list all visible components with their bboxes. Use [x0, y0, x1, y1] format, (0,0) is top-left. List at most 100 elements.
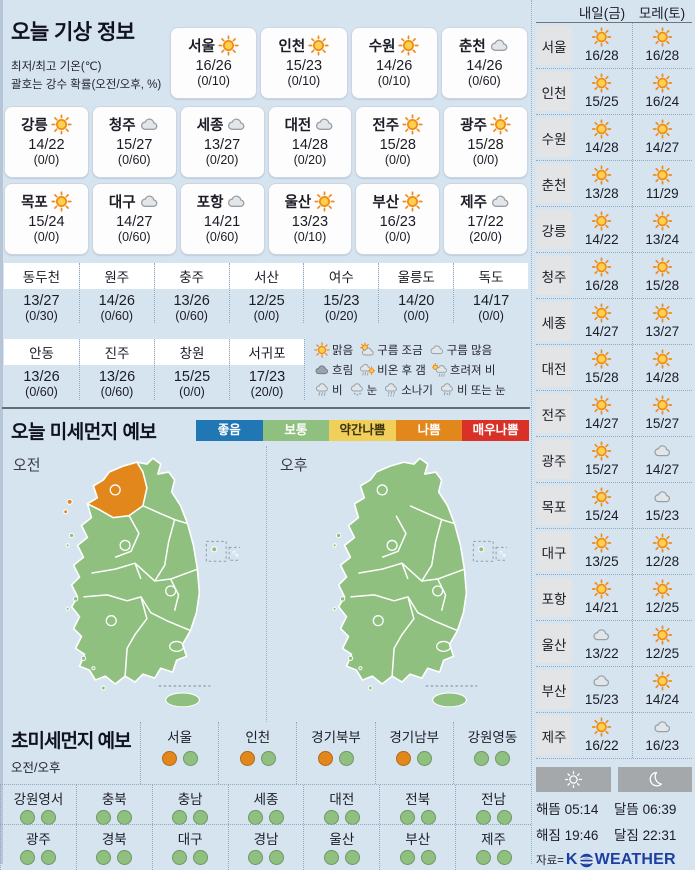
- legend-label: 눈: [367, 382, 378, 398]
- city-temp: 12/25: [230, 293, 304, 309]
- legend-label: 구름 많음: [447, 342, 493, 358]
- forecast-city-label: 춘천: [536, 164, 572, 203]
- table-cell: 서산 12/25 (0/0): [229, 263, 304, 323]
- am-dust-dot: [96, 850, 111, 865]
- forecast-day1-temp: 15/27: [572, 462, 632, 477]
- city-name: 대전: [285, 114, 312, 135]
- korea-map-am-graphic: [32, 450, 240, 718]
- city-name: 부산: [372, 191, 399, 212]
- city-temp: 14/17: [454, 293, 528, 309]
- region-name: 대구: [153, 828, 228, 848]
- data-source: 자료= K WEATHER: [536, 851, 692, 869]
- forecast-day2-temp: 16/28: [633, 48, 693, 63]
- table-cell: 여수 15/23 (0/20): [303, 263, 378, 323]
- am-dust-dot: [324, 850, 339, 865]
- city-table-1: 동두천 13/27 (0/30) 원주 14/26 (0/60) 충주 13/2…: [4, 263, 528, 323]
- forecast-day1-cell: 15/24: [572, 483, 632, 528]
- city-name: 춘천: [459, 35, 486, 56]
- weather-icon: [490, 191, 511, 212]
- city-rain-prob: (0/10): [171, 74, 256, 88]
- moonset-time: 달짐 22:31: [614, 824, 692, 844]
- forecast-day1-temp: 13/28: [572, 186, 632, 201]
- city-temp: 14/21: [181, 214, 264, 230]
- forecast-day1-cell: 15/25: [572, 69, 632, 114]
- city-temp: 16/23: [356, 214, 439, 230]
- weather-icon: [314, 191, 335, 212]
- forecast-row: 광주 15/27 14/27: [536, 437, 692, 483]
- city-name: 원주: [80, 263, 154, 289]
- region-name: 서울: [141, 726, 218, 746]
- pm-dust-dot: [269, 850, 284, 865]
- city-weather-card: 부산 16/23 (0/0): [355, 183, 440, 255]
- city-temp: 14/26: [352, 58, 437, 74]
- forecast-day2-temp: 15/27: [633, 416, 693, 431]
- forecast-row: 전주 14/27 15/27: [536, 391, 692, 437]
- dust-map-afternoon: 오후: [266, 446, 531, 722]
- forecast-row: 제주 16/22 16/23: [536, 713, 692, 759]
- weather-icon: [651, 73, 674, 93]
- table-cell: 동두천 13/27 (0/30): [4, 263, 79, 323]
- dust-level-segment: 매우나쁨: [462, 420, 529, 441]
- forecast-day2-cell: 11/29: [632, 161, 693, 206]
- forecast-row: 청주 16/28 15/28: [536, 253, 692, 299]
- city-rain-prob: (0/60): [155, 309, 229, 323]
- forecast-day1-temp: 16/28: [572, 278, 632, 293]
- region-name: 충북: [77, 788, 152, 808]
- weather-icon: [651, 533, 674, 553]
- city-temp: 17/22: [444, 214, 527, 230]
- forecast-day1-cell: 16/28: [572, 23, 632, 68]
- ultrafine-region-cell: 경기남부: [375, 722, 453, 784]
- forecast-city-label: 세종: [536, 302, 572, 341]
- ultrafine-region-cell: 인천: [218, 722, 296, 784]
- city-table-2: 안동 13/26 (0/60) 진주 13/26 (0/60) 창원 15/25…: [4, 339, 304, 400]
- legend-label: 비온 후 갬: [377, 362, 426, 378]
- forecast-city-label: 울산: [536, 624, 572, 663]
- weather-icon: [651, 671, 674, 691]
- forecast-day2-temp: 16/23: [633, 738, 693, 753]
- forecast-city-label: 서울: [536, 26, 572, 65]
- sun-outline-icon: [564, 770, 583, 789]
- weather-icon-legend: 맑음 구름 조금 구름 많음: [304, 339, 528, 400]
- legend-weather-icon: [313, 362, 331, 378]
- city-rain-prob: (0/0): [454, 309, 528, 323]
- ultrafine-region-cell: 경기북부: [296, 722, 374, 784]
- am-dust-dot: [476, 810, 491, 825]
- weather-icon: [590, 441, 613, 461]
- city-weather-card: 전주 15/28 (0/0): [355, 106, 440, 178]
- forecast-day2-cell: 14/27: [632, 115, 693, 160]
- moonrise-time: 달뜸 06:39: [614, 798, 692, 818]
- weather-icon: [651, 303, 674, 323]
- city-name: 서귀포: [230, 339, 304, 365]
- weather-icon: [651, 27, 674, 47]
- region-name: 광주: [1, 828, 76, 848]
- sun-bar: [536, 767, 611, 792]
- city-temp: 15/23: [304, 293, 378, 309]
- city-name: 울릉도: [379, 263, 453, 289]
- pm-dust-dot: [421, 810, 436, 825]
- city-rain-prob: (0/0): [155, 385, 229, 399]
- am-dust-dot: [172, 850, 187, 865]
- city-rain-prob: (0/0): [379, 309, 453, 323]
- city-rain-prob: (0/60): [442, 74, 527, 88]
- city-temp: 15/28: [356, 137, 439, 153]
- legend-item: 비온 후 갬: [358, 362, 426, 378]
- forecast-city-label: 목포: [536, 486, 572, 525]
- table-cell: 진주 13/26 (0/60): [79, 339, 154, 400]
- legend-label: 구름 조금: [377, 342, 423, 358]
- forecast-day1-cell: 16/28: [572, 253, 632, 298]
- weather-icon: [590, 671, 613, 691]
- forecast-row: 인천 15/25 16/24: [536, 69, 692, 115]
- forecast-day2-temp: 15/28: [633, 278, 693, 293]
- ultrafine-region-cell: 광주: [0, 825, 76, 870]
- forecast-row: 수원 14/28 14/27: [536, 115, 692, 161]
- pm-dust-dot: [261, 751, 276, 766]
- city-rain-prob: (0/20): [269, 153, 352, 167]
- city-name: 목포: [21, 191, 48, 212]
- pm-dust-dot: [497, 850, 512, 865]
- city-rain-prob: (0/10): [352, 74, 437, 88]
- forecast-day1-temp: 15/28: [572, 370, 632, 385]
- forecast-day1-cell: 14/21: [572, 575, 632, 620]
- forecast-header: 내일(금) 모레(토): [536, 2, 692, 22]
- legend-weather-icon: [348, 382, 366, 398]
- sunrise-time: 해뜸 05:14: [536, 798, 614, 818]
